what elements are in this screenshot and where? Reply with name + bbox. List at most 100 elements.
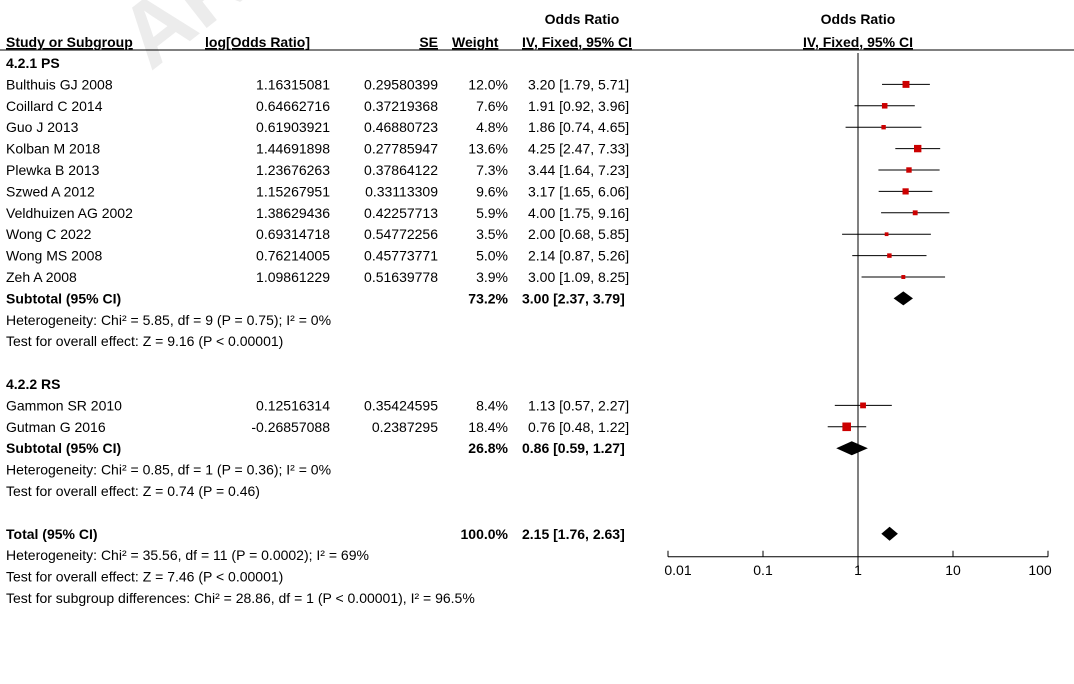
study-weight: 3.5% xyxy=(476,226,508,242)
header-odds-ratio-right: Odds Ratio xyxy=(821,11,896,27)
study-ci: 3.44 [1.64, 7.23] xyxy=(528,162,629,178)
study-log-or: 1.16315081 xyxy=(256,76,330,92)
plot-marks xyxy=(827,80,950,541)
total-weight: 100.0% xyxy=(461,526,509,542)
point-estimate xyxy=(860,402,866,409)
study-name: Veldhuizen AG 2002 xyxy=(6,205,133,221)
heterogeneity-text: Heterogeneity: Chi² = 5.85, df = 9 (P = … xyxy=(6,312,331,328)
study-log-or: 0.76214005 xyxy=(256,248,330,264)
subtotal-weight: 26.8% xyxy=(468,440,508,456)
study-log-or: 1.09861229 xyxy=(256,269,330,285)
study-weight: 7.3% xyxy=(476,162,508,178)
study-ci: 3.00 [1.09, 8.25] xyxy=(528,269,629,285)
header-se: SE xyxy=(419,34,438,50)
study-log-or: 1.38629436 xyxy=(256,205,330,221)
header-ci-right: IV, Fixed, 95% CI xyxy=(803,34,913,50)
study-ci: 4.25 [2.47, 7.33] xyxy=(528,141,629,157)
study-se: 0.27785947 xyxy=(364,141,438,157)
study-weight: 13.6% xyxy=(468,141,508,157)
group-title: 4.2.1 PS xyxy=(6,55,60,71)
point-estimate xyxy=(902,80,910,88)
study-name: Guo J 2013 xyxy=(6,119,79,135)
study-name: Coillard C 2014 xyxy=(6,98,103,114)
subtotal-diamond xyxy=(893,291,913,306)
point-estimate xyxy=(881,103,888,109)
x-tick-label: 1 xyxy=(854,562,862,578)
subtotal-ci: 3.00 [2.37, 3.79] xyxy=(522,290,625,306)
footer-text: Test for overall effect: Z = 7.46 (P < 0… xyxy=(6,569,283,585)
x-tick-label: 10 xyxy=(945,562,961,578)
subtotal-label: Subtotal (95% CI) xyxy=(6,290,121,306)
study-name: Gutman G 2016 xyxy=(6,419,106,435)
study-ci: 0.76 [0.48, 1.22] xyxy=(528,419,629,435)
header-study-or-subgroup: Study or Subgroup xyxy=(6,34,133,50)
x-tick-label: 0.01 xyxy=(664,562,691,578)
subtotal-diamond xyxy=(836,441,868,456)
study-se: 0.42257713 xyxy=(364,205,438,221)
study-weight: 7.6% xyxy=(476,98,508,114)
study-weight: 18.4% xyxy=(468,419,508,435)
point-estimate xyxy=(901,275,906,279)
point-estimate xyxy=(842,422,851,432)
overall-effect-text: Test for overall effect: Z = 0.74 (P = 0… xyxy=(6,483,260,499)
study-name: Plewka B 2013 xyxy=(6,162,100,178)
study-log-or: 0.64662716 xyxy=(256,98,330,114)
header-weight: Weight xyxy=(452,34,499,50)
study-log-or: -0.26857088 xyxy=(251,419,330,435)
x-tick-label: 100 xyxy=(1028,562,1052,578)
study-name: Wong MS 2008 xyxy=(6,248,102,264)
total-diamond xyxy=(881,526,898,541)
point-estimate xyxy=(906,167,912,173)
study-log-or: 0.61903921 xyxy=(256,119,330,135)
study-weight: 12.0% xyxy=(468,76,508,92)
point-estimate xyxy=(884,232,889,237)
x-tick-label: 0.1 xyxy=(753,562,773,578)
study-log-or: 0.12516314 xyxy=(256,397,330,413)
study-weight: 9.6% xyxy=(476,183,508,199)
study-ci: 3.20 [1.79, 5.71] xyxy=(528,76,629,92)
total-label: Total (95% CI) xyxy=(6,526,98,542)
overall-effect-text: Test for overall effect: Z = 9.16 (P < 0… xyxy=(6,333,283,349)
study-ci: 1.91 [0.92, 3.96] xyxy=(528,98,629,114)
point-estimate xyxy=(914,144,922,153)
header-odds-ratio-left: Odds Ratio xyxy=(545,11,620,27)
study-se: 0.54772256 xyxy=(364,226,438,242)
table-rows: 4.2.1 PS Bulthuis GJ 2008 1.16315081 0.2958… xyxy=(6,55,629,606)
study-ci: 1.86 [0.74, 4.65] xyxy=(528,119,629,135)
subtotal-weight: 73.2% xyxy=(468,290,508,306)
subtotal-ci: 0.86 [0.59, 1.27] xyxy=(522,440,625,456)
study-name: Wong C 2022 xyxy=(6,226,92,242)
subtotal-label: Subtotal (95% CI) xyxy=(6,440,121,456)
heterogeneity-text: Heterogeneity: Chi² = 0.85, df = 1 (P = … xyxy=(6,462,331,478)
study-se: 0.35424595 xyxy=(364,397,438,413)
study-se: 0.33113309 xyxy=(365,183,438,199)
study-log-or: 0.69314718 xyxy=(256,226,330,242)
study-se: 0.37864122 xyxy=(364,162,438,178)
study-weight: 3.9% xyxy=(476,269,508,285)
study-se: 0.29580399 xyxy=(364,76,438,92)
point-estimate xyxy=(881,125,886,130)
study-name: Zeh A 2008 xyxy=(6,269,77,285)
study-name: Gammon SR 2010 xyxy=(6,397,122,413)
study-name: Szwed A 2012 xyxy=(6,183,95,199)
footer-text: Test for subgroup differences: Chi² = 28… xyxy=(6,590,475,606)
group-title: 4.2.2 RS xyxy=(6,376,60,392)
header-ci-left: IV, Fixed, 95% CI xyxy=(522,34,632,50)
footer-text: Heterogeneity: Chi² = 35.56, df = 11 (P … xyxy=(6,547,369,563)
study-ci: 1.13 [0.57, 2.27] xyxy=(528,397,629,413)
header-log-odds-ratio: log[Odds Ratio] xyxy=(205,34,310,50)
study-log-or: 1.44691898 xyxy=(256,141,330,157)
study-weight: 5.0% xyxy=(476,248,508,264)
study-se: 0.46880723 xyxy=(364,119,438,135)
study-weight: 5.9% xyxy=(476,205,508,221)
study-weight: 4.8% xyxy=(476,119,508,135)
study-se: 0.51639778 xyxy=(364,269,438,285)
study-weight: 8.4% xyxy=(476,397,508,413)
study-name: Bulthuis GJ 2008 xyxy=(6,76,113,92)
point-estimate xyxy=(902,188,909,195)
study-se: 0.2387295 xyxy=(372,419,438,435)
study-ci: 4.00 [1.75, 9.16] xyxy=(528,205,629,221)
study-se: 0.45773771 xyxy=(364,248,438,264)
study-name: Kolban M 2018 xyxy=(6,141,100,157)
